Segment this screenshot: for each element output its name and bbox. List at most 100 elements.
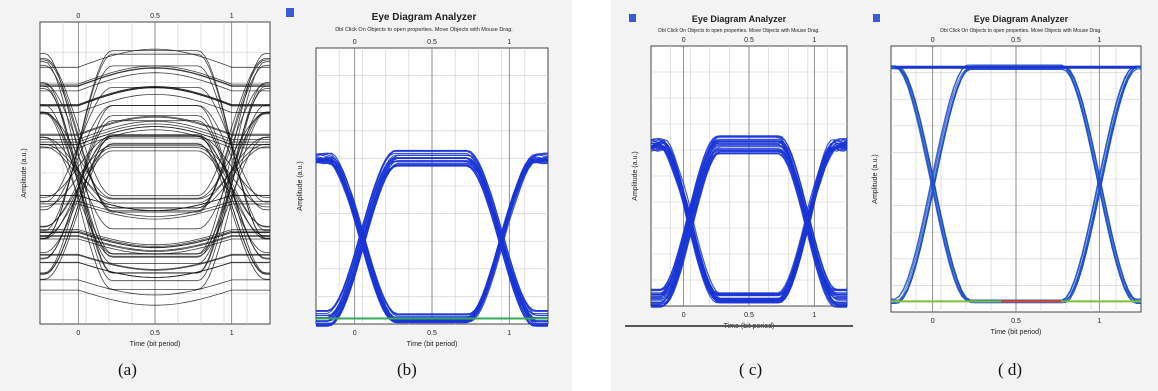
a-trace — [40, 85, 270, 105]
figure-left: 0 0 0.5 0.5 1 1 Time (bit period) Amplitude (a.… — [0, 0, 572, 391]
b-trace — [316, 165, 548, 327]
d-x-tick-label: 0 — [931, 318, 935, 325]
c-top-tick-label: 0 — [682, 37, 686, 44]
a-trace — [40, 64, 270, 213]
b-x-axis-label: Time (bit period) — [407, 341, 458, 348]
b-top-tick-label: 1 — [507, 39, 511, 46]
a-trace — [40, 134, 270, 240]
a-trace — [40, 116, 270, 136]
a-y-axis-label: Amplitude (a.u.) — [21, 148, 28, 197]
d-x-axis-label: Time (bit period) — [991, 329, 1042, 336]
a-trace — [40, 150, 270, 237]
a-trace — [40, 253, 270, 270]
d-top-tick-label: 1 — [1097, 37, 1101, 44]
caption-d: ( d) — [998, 360, 1023, 379]
a-trace — [40, 65, 270, 85]
caption-c: ( c) — [739, 360, 763, 379]
b-trace — [315, 154, 549, 317]
a-trace — [40, 48, 270, 68]
a-trace — [40, 137, 270, 228]
c-trace — [650, 144, 848, 302]
d-top-tick-label: 0.5 — [1011, 37, 1021, 44]
c-top-tick-label: 1 — [812, 37, 816, 44]
c-top-tick-label: 0.5 — [744, 37, 754, 44]
b-x-tick-label: 0.5 — [427, 330, 437, 337]
b-x-tick-label: 1 — [507, 330, 511, 337]
a-trace — [40, 234, 270, 251]
c-window-icon — [629, 14, 636, 22]
b-top-tick-label: 0 — [353, 39, 357, 46]
a-trace — [40, 67, 270, 87]
a-trace — [40, 94, 270, 113]
a-trace — [40, 279, 270, 296]
c-window-hint: Dbl Click On Objects to open properties.… — [658, 28, 819, 34]
a-trace — [40, 113, 270, 199]
a-trace — [40, 72, 270, 92]
b-window-hint: Dbl Click On Objects to open properties.… — [335, 27, 513, 33]
a-trace — [40, 123, 270, 143]
b-top-tick-label: 0.5 — [427, 39, 437, 46]
c-traces — [650, 135, 848, 308]
eye-diagram-c-d: Eye Diagram Analyzer Dbl Click On Objects… — [625, 14, 1142, 336]
a-trace — [40, 58, 270, 197]
a-trace — [40, 195, 270, 212]
figure-right: Eye Diagram Analyzer Dbl Click On Objects… — [611, 0, 1158, 391]
b-trace — [316, 156, 548, 319]
b-window-title: Eye Diagram Analyzer — [372, 12, 477, 23]
a-traces — [40, 48, 270, 306]
a-trace — [40, 115, 270, 135]
eye-diagram-b: Eye Diagram Analyzer Dbl Click On Objects… — [286, 8, 549, 348]
a-trace — [40, 143, 270, 280]
b-trace — [315, 160, 549, 323]
d-window-hint: Dbl Click On Objects to open properties.… — [940, 28, 1101, 34]
c-trace — [650, 146, 848, 303]
a-trace — [40, 143, 270, 254]
b-y-axis-label: Amplitude (a.u.) — [297, 161, 304, 210]
a-trace — [40, 203, 270, 220]
a-trace — [40, 136, 270, 257]
a-trace — [40, 105, 270, 274]
b-traces — [315, 149, 549, 327]
d-window-icon — [873, 14, 880, 22]
d-window-title: Eye Diagram Analyzer — [974, 14, 1069, 24]
c-x-tick-label: 1 — [812, 312, 816, 319]
c-trace — [651, 153, 847, 308]
caption-a: (a) — [118, 360, 137, 379]
d-x-tick-label: 1 — [1097, 318, 1101, 325]
c-trace — [651, 138, 847, 294]
a-trace — [40, 88, 270, 258]
a-trace — [40, 82, 270, 274]
a-trace — [40, 232, 270, 249]
d-trace — [890, 68, 1142, 304]
a-trace — [40, 230, 270, 247]
b-window-icon — [286, 8, 294, 17]
c-x-tick-label: 0 — [682, 312, 686, 319]
a-trace — [40, 83, 270, 209]
d-top-tick-label: 0 — [931, 37, 935, 44]
a-trace — [40, 289, 270, 306]
d-y-axis-label: Amplitude (a.u.) — [872, 154, 879, 203]
a-top-tick-label: 1 — [230, 13, 234, 20]
a-x-tick-label: 0.5 — [150, 330, 160, 337]
a-x-tick-label: 0 — [76, 330, 80, 337]
b-trace — [315, 158, 549, 321]
a-trace — [40, 235, 270, 252]
c-x-tick-label: 0.5 — [744, 312, 754, 319]
a-top-tick-label: 0.5 — [150, 13, 160, 20]
a-trace — [40, 136, 270, 204]
eye-diagram-a: 0 0 0.5 0.5 1 1 Time (bit period) Amplitude (a.… — [21, 13, 271, 348]
a-x-axis-label: Time (bit period) — [130, 341, 181, 348]
a-top-tick-label: 0 — [76, 13, 80, 20]
d-x-tick-label: 0.5 — [1011, 318, 1021, 325]
a-trace — [40, 87, 270, 107]
c-y-axis-label: Amplitude (a.u.) — [632, 151, 639, 200]
a-trace — [40, 229, 270, 246]
a-trace — [40, 261, 270, 278]
c-window-title: Eye Diagram Analyzer — [692, 14, 787, 24]
b-trace — [316, 162, 548, 324]
caption-b: (b) — [397, 360, 417, 379]
a-x-tick-label: 1 — [230, 330, 234, 337]
a-trace — [40, 135, 270, 274]
a-trace — [40, 254, 270, 271]
c-trace — [651, 149, 847, 305]
